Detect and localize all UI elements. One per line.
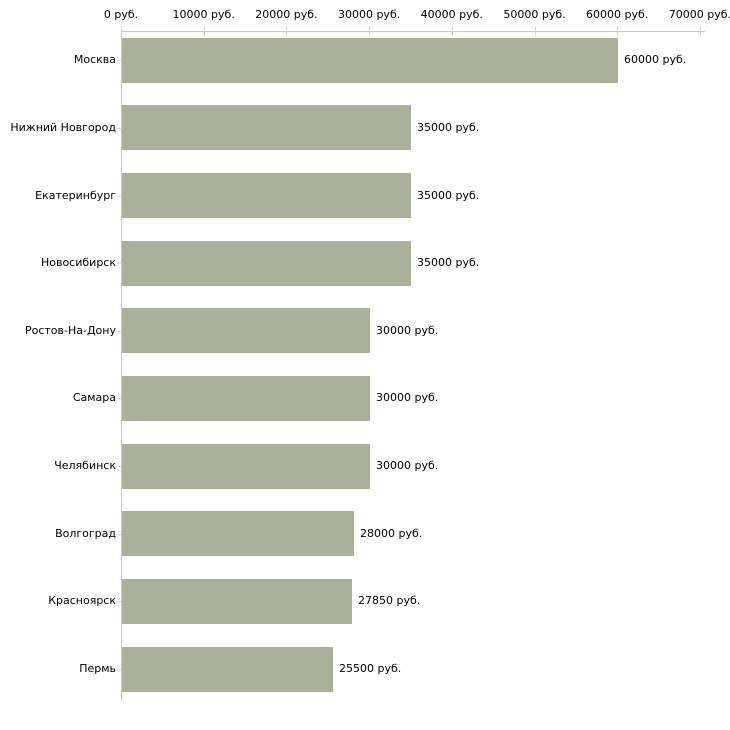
x-axis-line: [121, 31, 705, 32]
category-tick: [117, 128, 121, 129]
bar: [122, 579, 352, 624]
category-label: Ростов-На-Дону: [24, 324, 116, 337]
value-label: 28000 руб.: [360, 527, 423, 540]
x-axis-tick-label: 10000 руб.: [172, 8, 235, 21]
y-axis-line: [121, 31, 122, 701]
category-label: Челябинск: [54, 459, 116, 472]
category-label: Москва: [73, 53, 116, 66]
x-axis-tick: [617, 27, 619, 36]
value-label: 60000 руб.: [624, 53, 687, 66]
category-tick: [117, 331, 121, 332]
category-tick: [117, 263, 121, 264]
category-tick: [117, 196, 121, 197]
value-label: 35000 руб.: [417, 189, 480, 202]
value-label: 35000 руб.: [417, 256, 480, 269]
category-label: Волгоград: [55, 527, 116, 540]
category-label: Пермь: [79, 662, 116, 675]
bar: [122, 647, 333, 692]
bar: [122, 105, 411, 150]
bar: [122, 38, 618, 83]
value-label: 25500 руб.: [339, 662, 402, 675]
x-axis-tick: [286, 27, 288, 36]
category-label: Самара: [72, 391, 116, 404]
x-axis-tick: [699, 27, 701, 36]
x-axis-tick: [121, 27, 122, 36]
category-tick: [117, 398, 121, 399]
x-axis-tick-label: 60000 руб.: [586, 8, 649, 21]
value-label: 30000 руб.: [376, 324, 439, 337]
value-label: 35000 руб.: [417, 121, 480, 134]
x-axis-tick: [534, 27, 536, 36]
x-axis-tick-label: 70000 руб.: [668, 8, 730, 21]
x-axis-tick-label: 40000 руб.: [420, 8, 483, 21]
x-axis-tick: [451, 27, 453, 36]
bar: [122, 376, 370, 421]
value-label: 27850 руб.: [358, 594, 421, 607]
category-tick: [117, 466, 121, 467]
category-tick: [117, 60, 121, 61]
x-axis-tick-label: 20000 руб.: [255, 8, 318, 21]
x-axis-tick-label: 0 руб.: [103, 8, 139, 21]
category-label: Новосибирск: [40, 256, 116, 269]
category-label: Красноярск: [48, 594, 116, 607]
bar: [122, 241, 411, 286]
value-label: 30000 руб.: [376, 391, 439, 404]
category-label: Екатеринбург: [35, 189, 116, 202]
x-axis-tick: [369, 27, 371, 36]
x-axis-tick-label: 30000 руб.: [337, 8, 401, 21]
bar: [122, 444, 370, 489]
category-tick: [117, 534, 121, 535]
value-label: 30000 руб.: [376, 459, 439, 472]
category-label: Нижний Новгород: [10, 121, 116, 134]
bar: [122, 511, 354, 556]
x-axis-tick-label: 50000 руб.: [503, 8, 566, 21]
category-tick: [117, 601, 121, 602]
bar: [122, 308, 370, 353]
category-tick: [117, 669, 121, 670]
x-axis-tick: [203, 27, 205, 36]
bar: [122, 173, 411, 218]
